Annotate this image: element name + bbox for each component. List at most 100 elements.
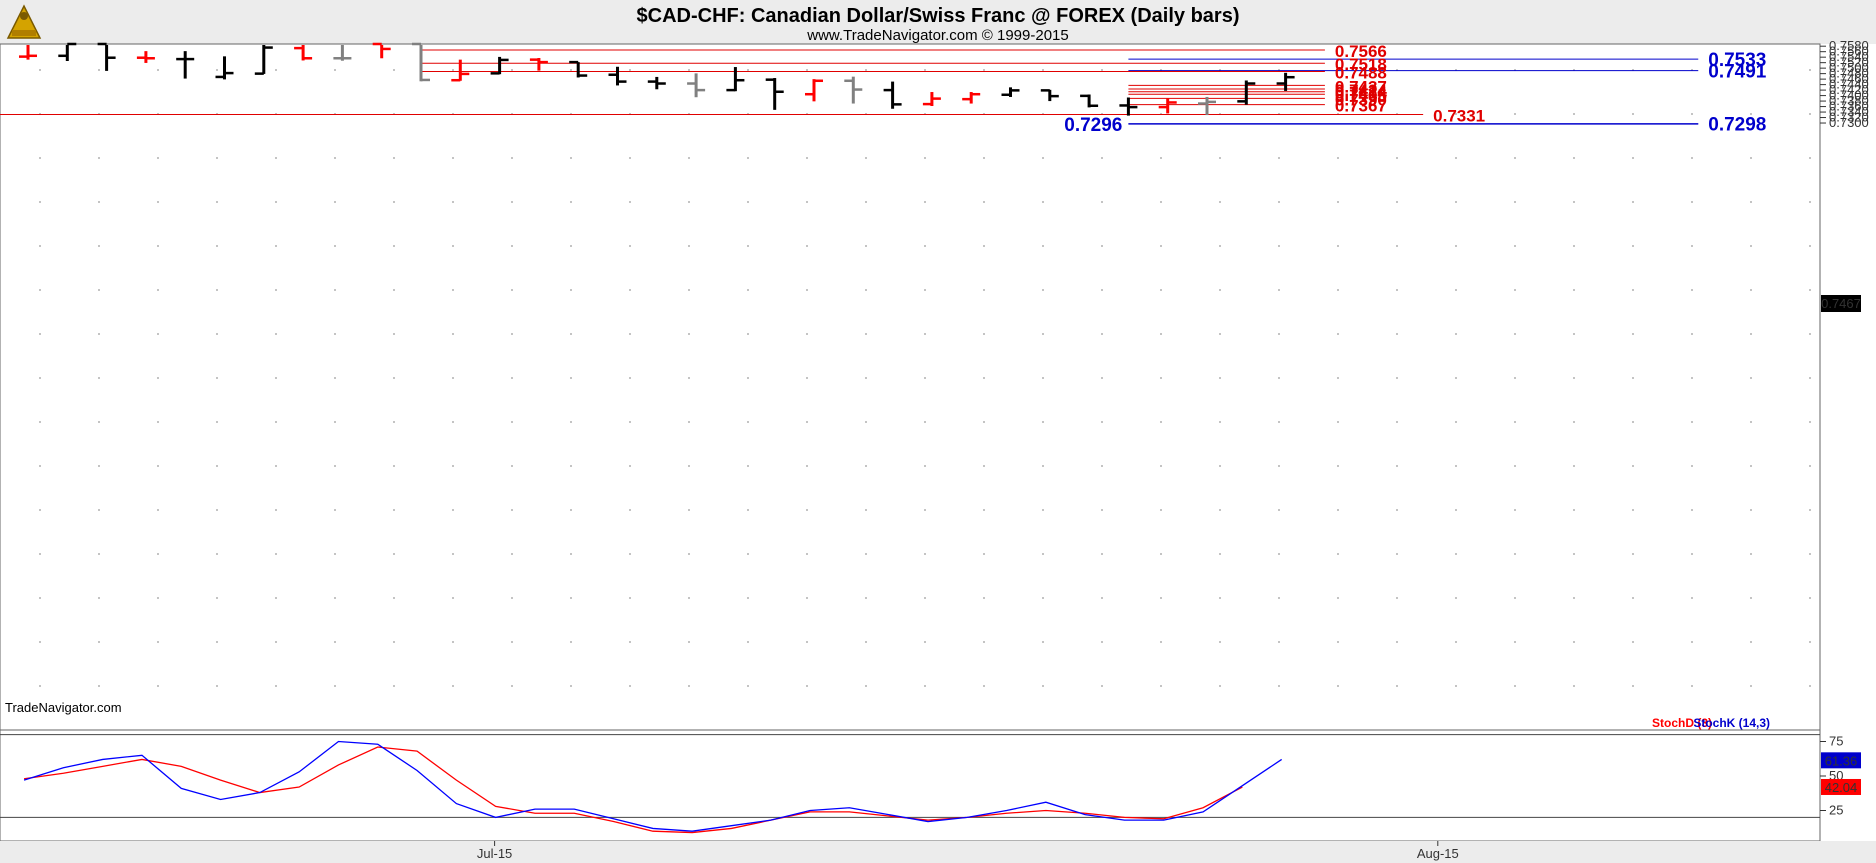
grid-dot <box>688 685 690 687</box>
grid-dot <box>1455 597 1457 599</box>
grid-dot <box>1101 157 1103 159</box>
grid-dot <box>1750 289 1752 291</box>
level-label: 0.7298 <box>1708 115 1766 136</box>
grid-dot <box>924 641 926 643</box>
grid-dot <box>1042 421 1044 423</box>
grid-dot <box>1573 157 1575 159</box>
grid-dot <box>983 245 985 247</box>
grid-dot <box>865 333 867 335</box>
grid-dot <box>1396 421 1398 423</box>
grid-dot <box>629 685 631 687</box>
grid-dot <box>1632 201 1634 203</box>
grid-dot <box>1809 685 1811 687</box>
grid-dot <box>1219 685 1221 687</box>
grid-dot <box>1691 553 1693 555</box>
grid-dot <box>688 377 690 379</box>
grid-dot <box>1455 641 1457 643</box>
grid-dot <box>157 465 159 467</box>
grid-dot <box>924 69 926 71</box>
grid-dot <box>570 597 572 599</box>
grid-dot <box>1809 113 1811 115</box>
grid-dot <box>1514 553 1516 555</box>
grid-dot <box>1750 421 1752 423</box>
grid-dot <box>98 465 100 467</box>
grid-dot <box>393 377 395 379</box>
x-tick-label: Aug-15 <box>1417 846 1459 861</box>
grid-dot <box>216 289 218 291</box>
grid-dot <box>452 509 454 511</box>
grid-dot <box>629 157 631 159</box>
grid-dot <box>452 157 454 159</box>
grid-dot <box>865 245 867 247</box>
grid-dot <box>334 421 336 423</box>
stochk-last-badge: 61.36 <box>1821 752 1861 769</box>
grid-dot <box>452 377 454 379</box>
grid-dot <box>806 201 808 203</box>
grid-dot <box>983 69 985 71</box>
grid-dot <box>924 201 926 203</box>
chart-subtitle: www.TradeNavigator.com © 1999-2015 <box>806 27 1068 44</box>
grid-dot <box>393 289 395 291</box>
grid-dot <box>1691 465 1693 467</box>
grid-dot <box>39 597 41 599</box>
stoch-tick-label: 25 <box>1829 803 1843 818</box>
grid-dot <box>1691 201 1693 203</box>
grid-dot <box>806 641 808 643</box>
grid-dot <box>1691 113 1693 115</box>
grid-dot <box>1514 465 1516 467</box>
grid-dot <box>1396 509 1398 511</box>
grid-dot <box>216 245 218 247</box>
grid-dot <box>1514 509 1516 511</box>
grid-dot <box>688 69 690 71</box>
grid-dot <box>1278 465 1280 467</box>
grid-dot <box>1809 597 1811 599</box>
grid-dot <box>1809 289 1811 291</box>
grid-dot <box>1809 333 1811 335</box>
app-logo <box>6 4 42 39</box>
grid-dot <box>1396 685 1398 687</box>
grid-dot <box>1101 641 1103 643</box>
grid-dot <box>1455 113 1457 115</box>
y-tick-label: 0.7300 <box>1829 115 1869 130</box>
y-tick-label: 0.7460 <box>1829 71 1869 86</box>
grid-dot <box>1160 333 1162 335</box>
level-label: 0.7296 <box>1064 115 1122 136</box>
grid-dot <box>924 289 926 291</box>
level-label: 0.7488 <box>1335 63 1387 82</box>
grid-dot <box>1809 157 1811 159</box>
grid-dot <box>1514 201 1516 203</box>
grid-dot <box>98 597 100 599</box>
grid-dot <box>865 421 867 423</box>
grid-dot <box>1573 333 1575 335</box>
grid-dot <box>629 421 631 423</box>
grid-dot <box>983 289 985 291</box>
legend-stochk: StochK (14,3) <box>1693 716 1770 730</box>
grid-dot <box>334 509 336 511</box>
grid-dot <box>1219 377 1221 379</box>
grid-dot <box>1514 597 1516 599</box>
grid-dot <box>1101 465 1103 467</box>
grid-dot <box>216 465 218 467</box>
grid-dot <box>806 157 808 159</box>
grid-dot <box>747 333 749 335</box>
grid-dot <box>1042 641 1044 643</box>
grid-dot <box>1337 421 1339 423</box>
grid-dot <box>1219 465 1221 467</box>
grid-dot <box>393 641 395 643</box>
grid-dot <box>1278 685 1280 687</box>
grid-dot <box>747 201 749 203</box>
grid-dot <box>747 377 749 379</box>
y-tick-label: 0.7540 <box>1829 49 1869 64</box>
grid-dot <box>1455 201 1457 203</box>
grid-dot <box>452 465 454 467</box>
grid-dot <box>1101 421 1103 423</box>
grid-dot <box>1278 333 1280 335</box>
grid-dot <box>1337 509 1339 511</box>
grid-dot <box>452 685 454 687</box>
grid-dot <box>1573 597 1575 599</box>
grid-dot <box>511 333 513 335</box>
grid-dot <box>865 685 867 687</box>
grid-dot <box>1809 465 1811 467</box>
grid-dot <box>98 333 100 335</box>
grid-dot <box>924 245 926 247</box>
